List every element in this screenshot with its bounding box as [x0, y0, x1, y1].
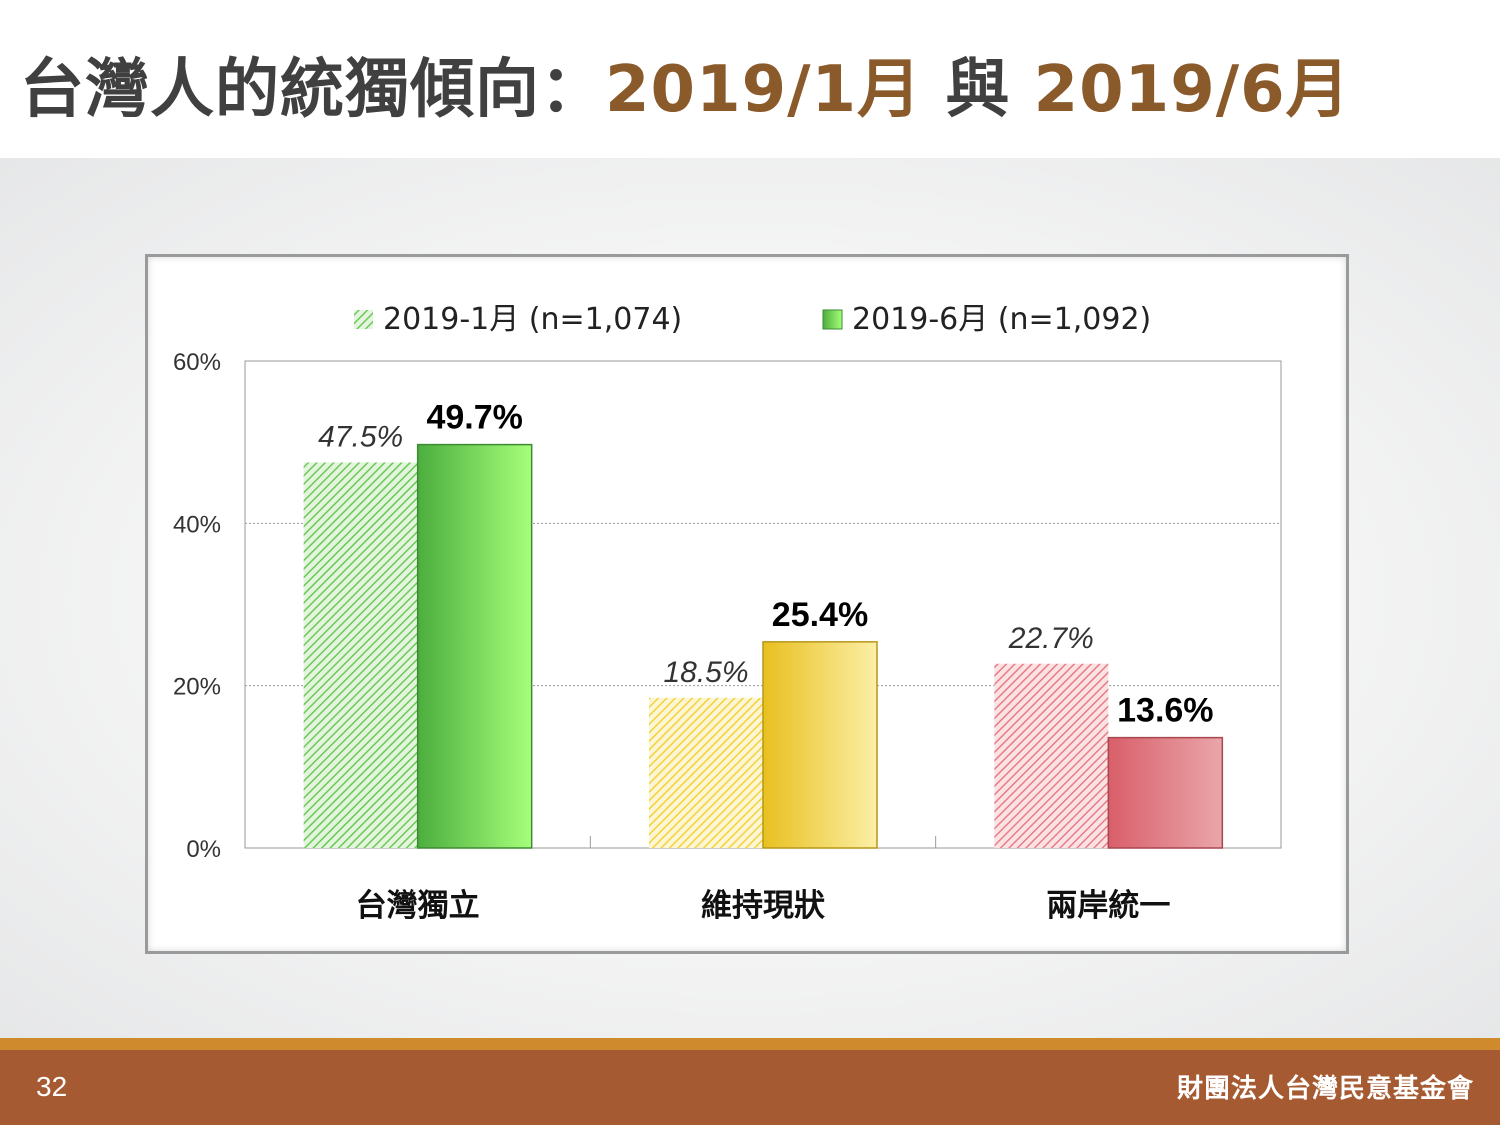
data-label-jun: 13.6%: [1117, 692, 1213, 730]
title-prefix: 台灣人的統獨傾向：: [20, 53, 605, 127]
legend-label-jun: 2019-6月 (n=1,092): [852, 302, 1151, 337]
legend-swatch-jan: [354, 310, 373, 329]
bar-jan: [649, 697, 763, 848]
x-axis-tick-marks: [589, 836, 937, 848]
bar-jan: [994, 663, 1109, 848]
slide-header: 台灣人的統獨傾向：2019/1月 與 2019/6月: [0, 0, 1500, 158]
title-connector: 與: [922, 53, 1034, 127]
organization-name: 財團法人台灣民意基金會: [1176, 1074, 1474, 1104]
page-number: 32: [36, 1071, 68, 1102]
data-label-jun: 49.7%: [426, 399, 522, 437]
legend-swatch-jun: [822, 309, 843, 330]
title-date-jan: 2019/1月: [605, 53, 923, 127]
category-label: 台灣獨立: [356, 888, 480, 924]
data-label-jan: 22.7%: [1008, 622, 1094, 655]
bar-jan: [303, 462, 418, 848]
chart-frame: 2019-1月 (n=1,074) 2019-6月 (n=1,092) 0% 20…: [145, 254, 1349, 954]
category-label: 維持現狀: [701, 888, 825, 924]
y-tick-label: 0%: [186, 836, 221, 863]
y-tick-label: 20%: [173, 674, 221, 701]
data-labels: 47.5% 49.7% 18.5% 25.4% 22.7% 13.6%: [318, 399, 1213, 730]
legend-label-jan: 2019-1月 (n=1,074): [383, 302, 682, 337]
slide-footer: [0, 1050, 1500, 1125]
title-date-jun: 2019/6月: [1033, 53, 1351, 127]
legend: 2019-1月 (n=1,074) 2019-6月 (n=1,092): [354, 302, 1151, 337]
x-axis-category-labels: 台灣獨立 維持現狀 兩岸統一: [356, 888, 1171, 924]
bar-jun: [1107, 736, 1224, 849]
data-label-jan: 47.5%: [318, 420, 403, 453]
y-tick-label: 40%: [173, 511, 221, 538]
footer-accent-line: [0, 1038, 1500, 1050]
bars: [303, 443, 1224, 849]
bar-jun: [416, 443, 533, 849]
category-label: 兩岸統一: [1046, 888, 1170, 924]
data-label-jun: 25.4%: [772, 596, 868, 634]
y-axis-tick-labels: 0% 20% 40% 60%: [173, 349, 221, 863]
data-label-jan: 18.5%: [663, 656, 748, 689]
bar-jun: [762, 641, 878, 849]
y-tick-label: 60%: [173, 349, 221, 376]
slide-title: 台灣人的統獨傾向：2019/1月 與 2019/6月: [20, 38, 1351, 130]
bar-chart: 2019-1月 (n=1,074) 2019-6月 (n=1,092) 0% 20…: [173, 302, 1282, 924]
